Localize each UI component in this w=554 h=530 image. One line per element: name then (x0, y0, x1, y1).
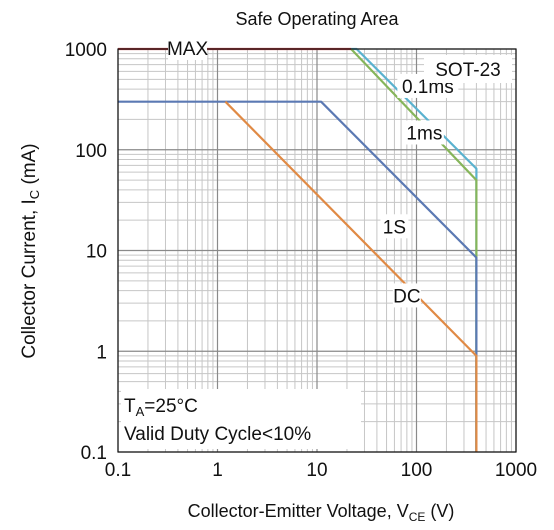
series-label-bg (168, 36, 208, 60)
series-label: 1ms (406, 123, 442, 144)
chart-title: Safe Operating Area (235, 9, 399, 29)
series-label-bg (404, 120, 444, 145)
x-axis-label: Collector-Emitter Voltage, VCE (V) (188, 501, 455, 524)
x-tick-label: 0.1 (105, 460, 131, 481)
x-tick-label: 10 (306, 460, 327, 481)
x-tick-label: 1 (212, 460, 223, 481)
series-label: DC (393, 286, 420, 307)
ta-condition: TA=25°C (124, 396, 198, 419)
conditions-bg (121, 389, 361, 449)
y-tick-label: 0.1 (81, 443, 107, 464)
series-label-bg (380, 214, 409, 239)
series-label: MAX (167, 39, 209, 60)
plot-frame (117, 48, 517, 453)
y-tick-label: 100 (75, 141, 107, 162)
duty-condition: Valid Duty Cycle<10% (124, 424, 311, 445)
series-label: 1S (383, 217, 406, 238)
series-label-bg (392, 283, 421, 308)
x-tick-label: 100 (401, 460, 433, 481)
x-tick-labels: 0.1 1 10 100 1000 (105, 460, 537, 481)
y-tick-label: 1000 (65, 40, 107, 61)
y-tick-label: 10 (86, 242, 107, 263)
y-tick-label: 1 (96, 342, 107, 363)
series-line-dc (224, 100, 478, 452)
package-label: SOT-23 (435, 60, 500, 81)
package-label-bg (424, 55, 512, 83)
y-axis-label: Collector Current, IC (mA) (19, 143, 42, 358)
y-tick-labels: 0.1 1 10 100 1000 (65, 40, 107, 464)
x-tick-label: 1000 (495, 460, 537, 481)
